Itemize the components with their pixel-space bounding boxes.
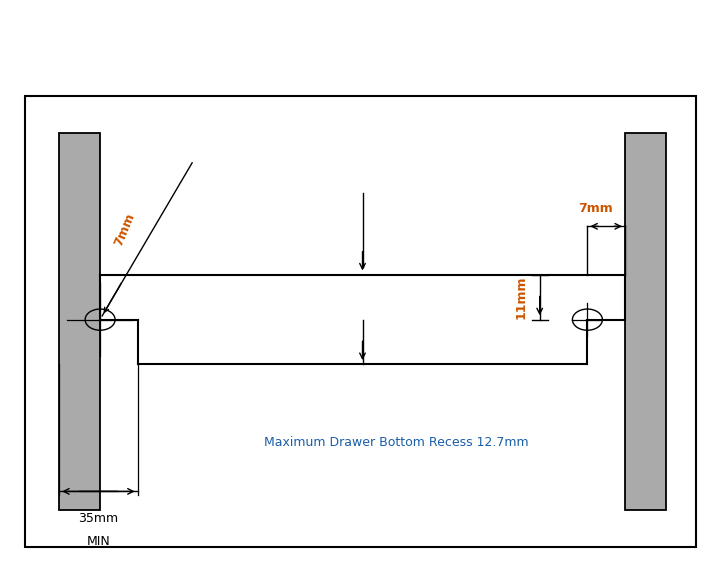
Text: REAR NOTCH: REAR NOTCH (252, 18, 473, 47)
Text: MIN: MIN (86, 535, 110, 548)
Text: 7mm: 7mm (112, 211, 137, 248)
Bar (625, 133, 666, 510)
Text: 7mm: 7mm (579, 202, 613, 215)
Text: Maximum Drawer Bottom Recess 12.7mm: Maximum Drawer Bottom Recess 12.7mm (265, 437, 529, 449)
Text: 35mm: 35mm (78, 512, 118, 526)
Text: 11mm: 11mm (514, 275, 527, 319)
Bar (59, 133, 100, 510)
